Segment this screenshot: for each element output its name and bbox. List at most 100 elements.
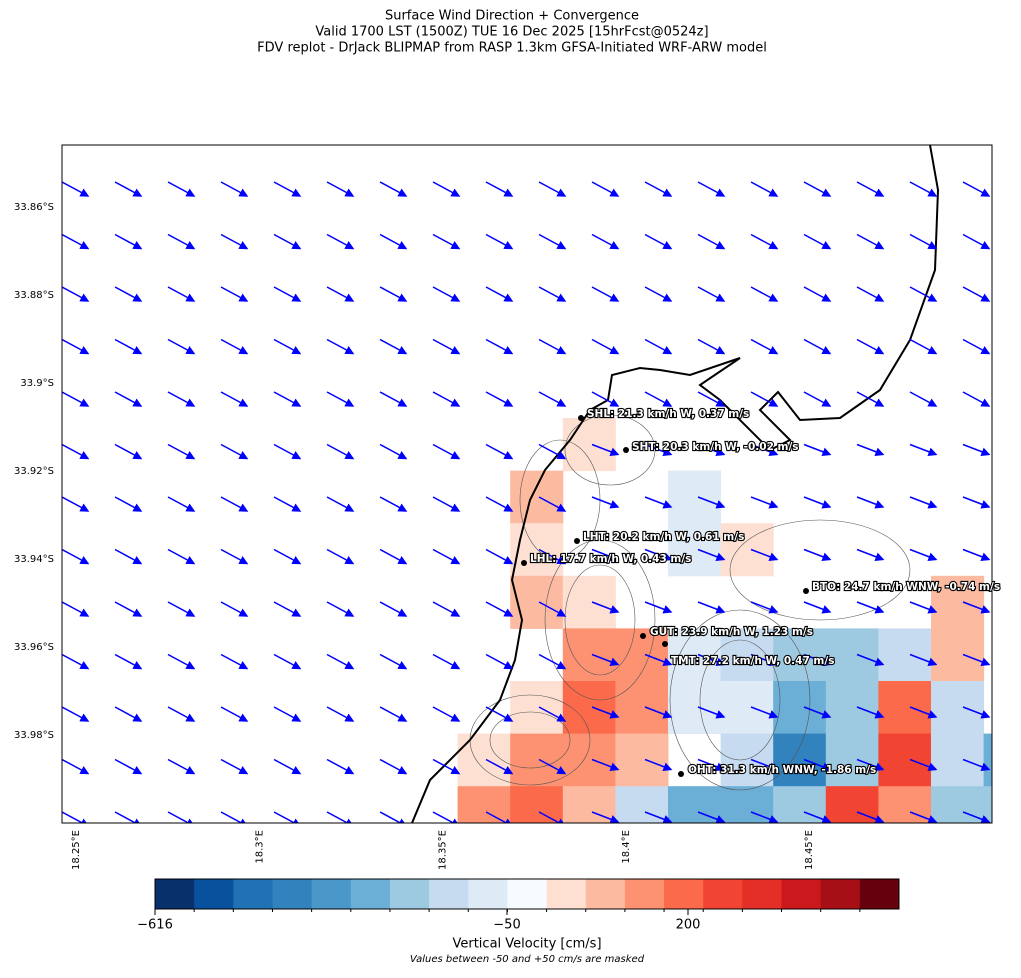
cell [510,681,564,735]
wind-arrow [962,338,991,355]
wind-arrow [856,443,885,457]
cell [562,418,616,472]
colorbar-swatch [155,879,195,909]
wind-arrow [62,653,90,670]
wind-arrow [962,601,991,614]
wind-arrow [591,706,620,719]
wind-arrow [326,338,355,355]
wind-arrow [591,653,620,667]
lon-tick-label: 18.4°E [621,830,632,864]
colorbar-swatch [781,879,822,909]
wind-arrow [485,758,514,775]
cell [668,681,722,735]
wind-arrow [62,443,90,460]
wind-arrow [538,811,567,823]
wind-arrow [326,286,355,302]
wind-arrow [485,391,514,407]
stations: SHL: 21.3 km/h W, 0.37 m/s SHT: 20.3 km/h… [521,407,1001,777]
wind-arrow [62,338,90,355]
wind-arrow [114,706,143,722]
wind-arrow [220,391,249,407]
station-label: OHT: 31.3 km/h WNW, -1.86 m/s [688,764,876,776]
wind-arrow [697,653,726,667]
wind-arrow [273,653,302,670]
axis-ticks: 33.86°S 33.88°S 33.9°S 33.92°S 33.94°S 33.96°… [14,202,815,870]
wind-arrow [167,496,196,512]
colorbar-tick-label: −50 [493,918,520,933]
wind-arrow [909,338,938,355]
wind-arrow [803,601,832,614]
cell [773,786,827,823]
wind-arrow [485,338,514,355]
wind-arrow [62,181,90,197]
wind-arrow [644,338,673,355]
colorbar-swatch [272,879,313,909]
wind-arrow [538,391,567,407]
lat-tick-label: 33.96°S [14,642,54,653]
wind-arrow [220,548,249,565]
wind-arrow [591,601,620,614]
wind-arrow [538,443,567,460]
wind-arrow [962,443,991,457]
wind-arrow [750,601,779,614]
cell [931,786,985,823]
wind-arrow [114,391,143,407]
wind-arrow [114,443,143,460]
colorbar-tick-label: −616 [137,918,173,933]
cell [720,523,774,577]
cell [510,733,564,787]
cell [983,786,992,823]
wind-arrow [379,496,408,512]
wind-arrow [750,811,779,823]
colorbar-swatch [429,879,469,909]
cell [615,733,669,787]
wind-arrow [62,496,90,512]
lon-tick-label: 18.45°E [804,830,815,870]
wind-arrow [909,653,938,667]
wind-arrow [697,443,726,457]
wind-arrow [538,706,567,722]
cell [668,628,722,682]
wind-arrow [591,496,620,509]
colorbar-swatch [820,879,861,909]
wind-arrow [538,181,567,197]
wind-arrow [167,601,196,617]
wind-arrow [644,811,673,823]
wind-arrow [114,601,143,617]
wind-arrow [62,601,90,617]
station-dot [662,641,668,647]
colorbar-swatch [546,879,587,909]
wind-arrow [432,286,461,302]
wind-arrow [909,548,938,562]
colorbar-swatch [703,879,743,909]
wind-arrow [167,811,196,823]
station-label: SHT: 20.3 km/h W, -0.02 m/s [632,441,799,453]
wind-arrow [432,601,461,617]
wind-arrow [909,706,938,719]
wind-arrow [485,653,514,670]
wind-arrow [167,391,196,407]
wind-arrow [62,548,90,565]
wind-arrow [114,653,143,670]
wind-arrow [538,338,567,355]
wind-arrow [697,233,726,250]
wind-arrow [114,758,143,775]
wind-arrow [326,811,355,823]
wind-arrow [750,233,779,250]
wind-arrow [856,811,885,823]
colorbar-note: Values between -50 and +50 cm/s are mask… [410,954,645,965]
wind-arrow [326,496,355,512]
wind-arrow [803,496,832,509]
wind-arrow [379,601,408,617]
wind-arrow [803,391,832,407]
wind-arrow [803,233,832,250]
wind-arrow [962,391,991,407]
cell [931,628,985,682]
wind-arrow [62,233,90,250]
wind-arrow [432,443,461,460]
wind-arrow [750,653,779,667]
wind-arrow [644,601,673,614]
wind-arrow [273,443,302,460]
colorbar-swatch [194,879,234,909]
cell [931,575,985,629]
